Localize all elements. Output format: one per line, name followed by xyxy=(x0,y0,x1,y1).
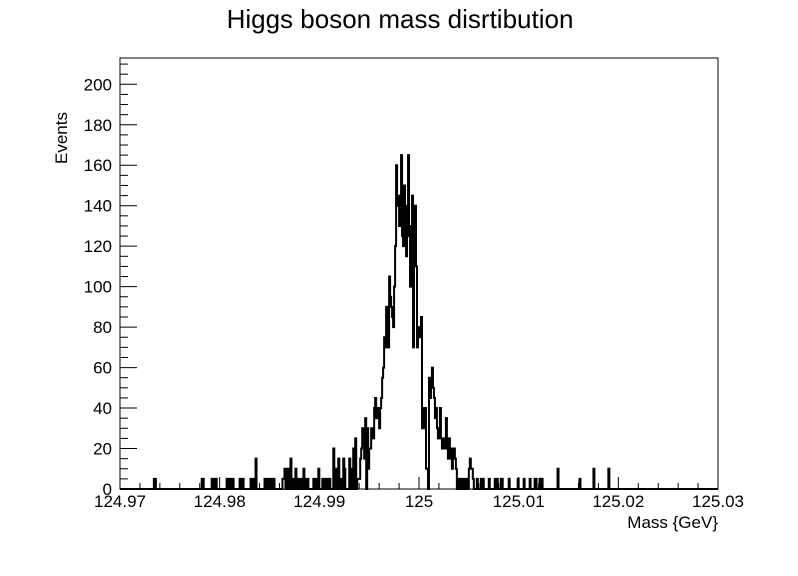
x-tick-label: 125.03 xyxy=(692,492,744,511)
y-tick-label: 0 xyxy=(103,480,112,499)
y-tick-label: 140 xyxy=(84,197,112,216)
y-axis: 0 20 40 60 80 100 120 140 160 180 200 xyxy=(84,63,137,499)
x-tick-label: 124.97 xyxy=(94,492,146,511)
x-tick-label: 124.98 xyxy=(194,492,246,511)
y-tick-label: 80 xyxy=(93,318,112,337)
y-tick-label: 160 xyxy=(84,156,112,175)
y-tick-label: 200 xyxy=(84,75,112,94)
y-axis-title: Events xyxy=(52,112,71,164)
x-axis: 124.97 124.98 124.99 125 125.01 125.02 125.03 xyxy=(94,477,744,511)
y-tick-label: 120 xyxy=(84,237,112,256)
y-tick-label: 60 xyxy=(93,359,112,378)
x-tick-label: 124.99 xyxy=(293,492,345,511)
x-tick-label: 125.01 xyxy=(493,492,545,511)
x-tick-label: 125 xyxy=(405,492,433,511)
x-tick-label: 125.02 xyxy=(592,492,644,511)
chart-title: Higgs boson mass disrtibution xyxy=(227,4,574,34)
y-tick-label: 180 xyxy=(84,116,112,135)
x-axis-title: Mass {GeV} xyxy=(627,513,718,532)
y-tick-label: 20 xyxy=(93,440,112,459)
y-tick-label: 40 xyxy=(93,399,112,418)
y-tick-label: 100 xyxy=(84,278,112,297)
